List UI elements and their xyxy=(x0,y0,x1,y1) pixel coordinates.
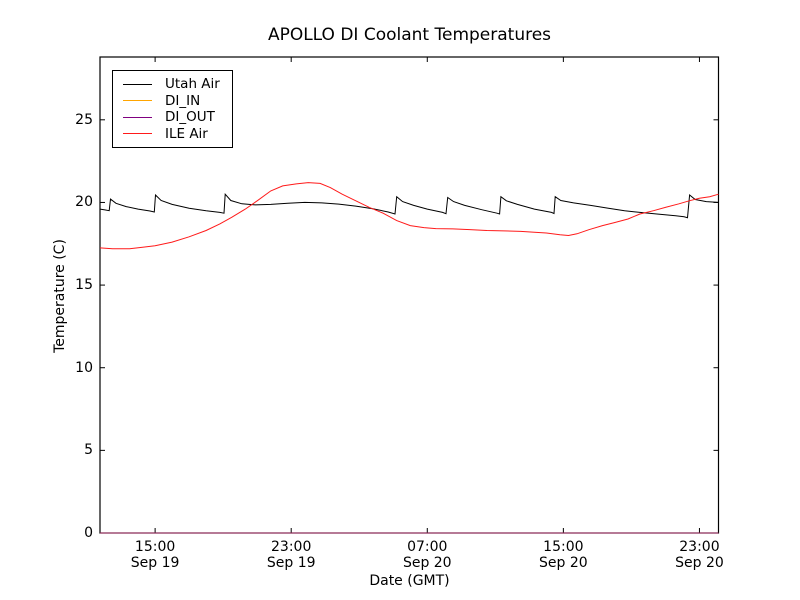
y-tick-label: 5 xyxy=(84,442,93,459)
legend-line-ile-air xyxy=(123,133,152,135)
legend-item-di-out: DI_OUT xyxy=(123,109,224,126)
x-tick-label: 23:00 Sep 20 xyxy=(675,539,724,571)
legend-item-utah-air: Utah Air xyxy=(123,76,224,93)
legend-item-di-in: DI_IN xyxy=(123,93,224,110)
legend-item-ile-air: ILE Air xyxy=(123,126,224,143)
legend: Utah Air DI_IN DI_OUT ILE Air xyxy=(112,70,233,148)
legend-label: DI_IN xyxy=(165,92,201,109)
y-tick-label: 25 xyxy=(75,111,93,128)
x-tick-label: 15:00 Sep 20 xyxy=(539,539,588,571)
y-tick-label: 20 xyxy=(75,194,93,211)
series-line-ile-air xyxy=(99,182,719,250)
legend-line-di-out xyxy=(123,116,152,118)
legend-line-di-in xyxy=(123,100,152,102)
y-tick-label: 0 xyxy=(84,525,93,541)
y-tick-label: 15 xyxy=(75,277,93,294)
y-axis-label: Temperature (C) xyxy=(52,239,68,353)
legend-label: Utah Air xyxy=(165,76,220,93)
legend-label: DI_OUT xyxy=(165,109,215,126)
x-tick-label: 07:00 Sep 20 xyxy=(402,539,452,571)
legend-label: ILE Air xyxy=(165,125,208,142)
x-axis-label: Date (GMT) xyxy=(369,573,450,589)
chart-title: APOLLO DI Coolant Temperatures xyxy=(267,25,552,45)
x-tick-label: 15:00 Sep 19 xyxy=(130,539,180,571)
x-tick-label: 23:00 Sep 19 xyxy=(266,539,316,571)
y-tick-label: 10 xyxy=(75,359,93,376)
series-line-utah-air xyxy=(99,192,719,219)
legend-line-utah-air xyxy=(123,83,152,85)
